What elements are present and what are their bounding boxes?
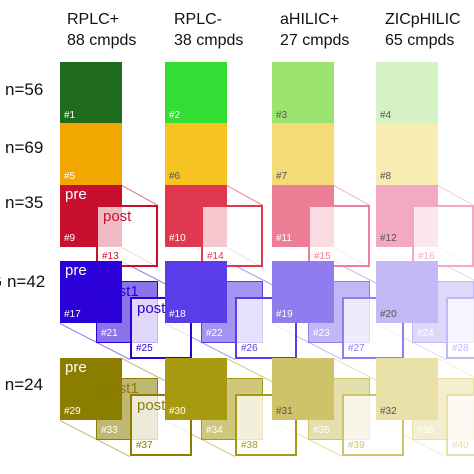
tile-number: #32 [380,406,397,417]
perspective-line [226,185,263,206]
column-count-2: 38 cmpds [174,32,244,49]
tile-number: #22 [206,328,223,339]
tile-number: #13 [102,251,119,262]
tile-number: #15 [314,251,331,262]
tile-number: #14 [207,251,224,262]
tile-number: #9 [64,233,76,244]
tile-number: #28 [452,343,469,354]
tile-number: #27 [348,343,365,354]
tile-3: #3 [272,62,334,124]
tile-number: #2 [169,110,181,121]
tile-14: #14 [201,205,263,267]
tile-13: #13 post [96,205,158,267]
tile-number: #26 [241,343,258,354]
tile-number: #36 [417,425,434,436]
tile-1: #1 [60,62,122,124]
tile-number: #24 [417,328,434,339]
tile-28: #28 [446,297,474,359]
tile-number: #16 [418,251,435,262]
tile-number: #30 [169,406,186,417]
tile-number: #21 [101,328,118,339]
tile-15: #15 [308,205,370,267]
stage-label-post2: post2 [137,397,174,414]
tile-6: #6 [165,123,227,185]
tile-2: #2 [165,62,227,124]
tile-number: #8 [380,171,392,182]
tile-number: #38 [241,440,258,451]
tile-number: #33 [101,425,118,436]
column-count-3: 27 cmpds [280,32,350,49]
tile-5: #5 [60,123,122,185]
stage-label-pre: pre [65,262,87,279]
tile-number: #23 [313,328,330,339]
tile-number: #40 [452,440,469,451]
tile-number: #39 [348,440,365,451]
perspective-line [437,185,474,206]
column-count-4: 65 cmpds [385,32,455,49]
row-label-3: D n=35 [0,193,44,212]
tile-number: #5 [64,171,76,182]
stage-label-pre: pre [65,359,87,376]
tile-7: #7 [272,123,334,185]
stage-label-post1: post1 [102,380,139,397]
row-label-5: Y n=24 [0,375,44,394]
row-label-1: n=56 [5,80,44,99]
column-name-1: RPLC+ [67,11,120,28]
row-label-2: n=69 [5,138,44,157]
row-label-4: G n=42 [0,272,46,291]
tile-16: #16 [412,205,474,267]
tile-number: #35 [313,425,330,436]
column-count-1: 88 cmpds [67,32,137,49]
tile-25: #25 post2 [130,297,192,359]
stage-label-post2: post2 [137,300,174,317]
tile-number: #10 [169,233,186,244]
stage-label-post1: post1 [102,283,139,300]
column-name-2: RPLC- [174,11,223,28]
tile-number: #19 [276,309,293,320]
tile-number: #20 [380,309,397,320]
stage-label-post: post [103,208,132,225]
tile-8: #8 [376,123,438,185]
tile-number: #11 [276,233,292,244]
tile-number: #31 [276,406,293,417]
perspective-line [121,185,158,206]
tile-number: #29 [64,406,81,417]
tile-40: #40 [446,394,474,456]
tile-number: #6 [169,171,181,182]
tile-number: #17 [64,309,81,320]
perspective-line [333,185,370,206]
tile-number: #34 [206,425,223,436]
tile-number: #4 [380,110,392,121]
column-name-3: aHILIC+ [280,11,340,28]
stage-label-pre: pre [65,186,87,203]
tile-number: #12 [380,233,397,244]
tile-number: #7 [276,171,288,182]
column-name-4: ZICpHILIC [385,11,461,28]
tile-4: #4 [376,62,438,124]
tile-number: #37 [136,440,153,451]
tile-number: #1 [64,110,76,121]
tile-number: #3 [276,110,288,121]
tile-number: #25 [136,343,153,354]
tile-number: #18 [169,309,186,320]
